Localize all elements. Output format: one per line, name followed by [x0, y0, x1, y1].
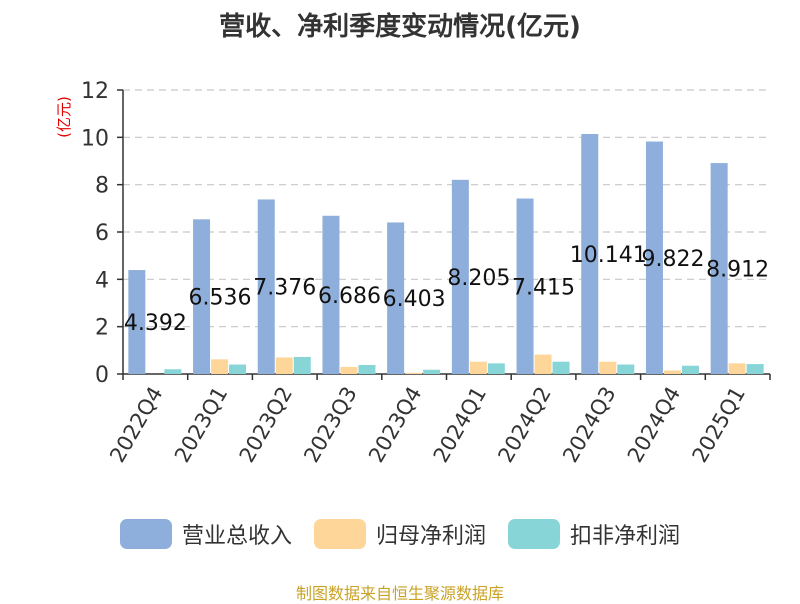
- y-tick-label: 12: [81, 79, 109, 104]
- chart-title: 营收、净利季度变动情况(亿元): [219, 12, 581, 42]
- data-label: 8.205: [447, 266, 510, 291]
- bar-1: [257, 199, 275, 374]
- bar-1: [387, 222, 405, 374]
- data-label: 7.415: [512, 275, 575, 300]
- bar-2: [405, 372, 423, 374]
- legend-label: 扣非净利润: [570, 524, 681, 549]
- legend-item[interactable]: 营业总收入: [119, 518, 292, 550]
- bar-3: [746, 364, 764, 374]
- y-tick-label: 2: [95, 316, 109, 341]
- data-label: 8.912: [706, 258, 769, 283]
- bar-2: [599, 361, 617, 374]
- legend-label: 营业总收入: [181, 524, 292, 549]
- legend-swatch: [119, 519, 172, 549]
- data-label: 4.392: [124, 311, 187, 336]
- x-tick-label: 2025Q1: [688, 383, 750, 467]
- y-tick-label: 4: [95, 268, 109, 293]
- legend-swatch: [508, 519, 560, 549]
- legend-item[interactable]: 扣非净利润: [508, 518, 680, 550]
- y-tick-label: 0: [95, 363, 109, 388]
- bar-3: [164, 369, 182, 374]
- bar-3: [423, 369, 441, 374]
- bar-2: [211, 359, 229, 374]
- x-tick-label: 2023Q4: [364, 383, 426, 467]
- source-note: 制图数据来自恒生聚源数据库: [295, 584, 504, 603]
- bar-3: [552, 361, 570, 374]
- bar-2: [534, 354, 552, 374]
- bar-3: [293, 356, 311, 374]
- data-label: 10.141: [570, 243, 647, 268]
- bar-1: [128, 270, 146, 374]
- x-tick-label: 2023Q3: [299, 383, 361, 467]
- y-tick-label: 6: [95, 221, 109, 246]
- data-label: 6.686: [318, 284, 381, 309]
- y-axis-label: (亿元): [55, 96, 73, 138]
- x-tick-label: 2022Q4: [105, 383, 167, 467]
- legend-item[interactable]: 归母净利润: [313, 518, 486, 550]
- data-label: 9.822: [641, 247, 704, 272]
- bar-1: [193, 219, 211, 374]
- bar-3: [487, 363, 505, 374]
- legend-swatch: [313, 519, 366, 549]
- x-tick-label: 2024Q1: [429, 383, 491, 467]
- bar-2: [275, 357, 293, 374]
- bar-1: [322, 215, 340, 374]
- legend: 营业总收入 归母净利润 扣非净利润: [0, 516, 800, 552]
- bar-3: [617, 364, 635, 374]
- y-tick-label: 10: [81, 126, 109, 151]
- bar-3: [229, 364, 247, 374]
- x-tick-label: 2024Q3: [558, 383, 620, 467]
- x-tick-label: 2024Q4: [623, 383, 685, 467]
- data-label: 6.536: [189, 286, 252, 311]
- y-tick-label: 8: [95, 174, 109, 199]
- bars: [128, 133, 764, 374]
- bar-3: [681, 365, 699, 374]
- bar-1: [516, 198, 534, 374]
- bar-2: [340, 366, 358, 374]
- bar-1: [645, 141, 663, 374]
- bar-2: [663, 370, 681, 374]
- bar-2: [469, 361, 487, 374]
- bar-1: [451, 179, 469, 374]
- data-label: 7.376: [253, 276, 316, 301]
- bar-1: [710, 163, 728, 374]
- data-label: 6.403: [383, 287, 446, 312]
- bar-3: [358, 365, 376, 374]
- x-tick-label: 2024Q2: [493, 383, 555, 467]
- legend-label: 归母净利润: [375, 524, 486, 549]
- x-tick-label: 2023Q2: [235, 383, 297, 467]
- bar-2: [728, 363, 746, 374]
- x-tick-label: 2023Q1: [170, 383, 232, 467]
- bar-1: [581, 133, 599, 374]
